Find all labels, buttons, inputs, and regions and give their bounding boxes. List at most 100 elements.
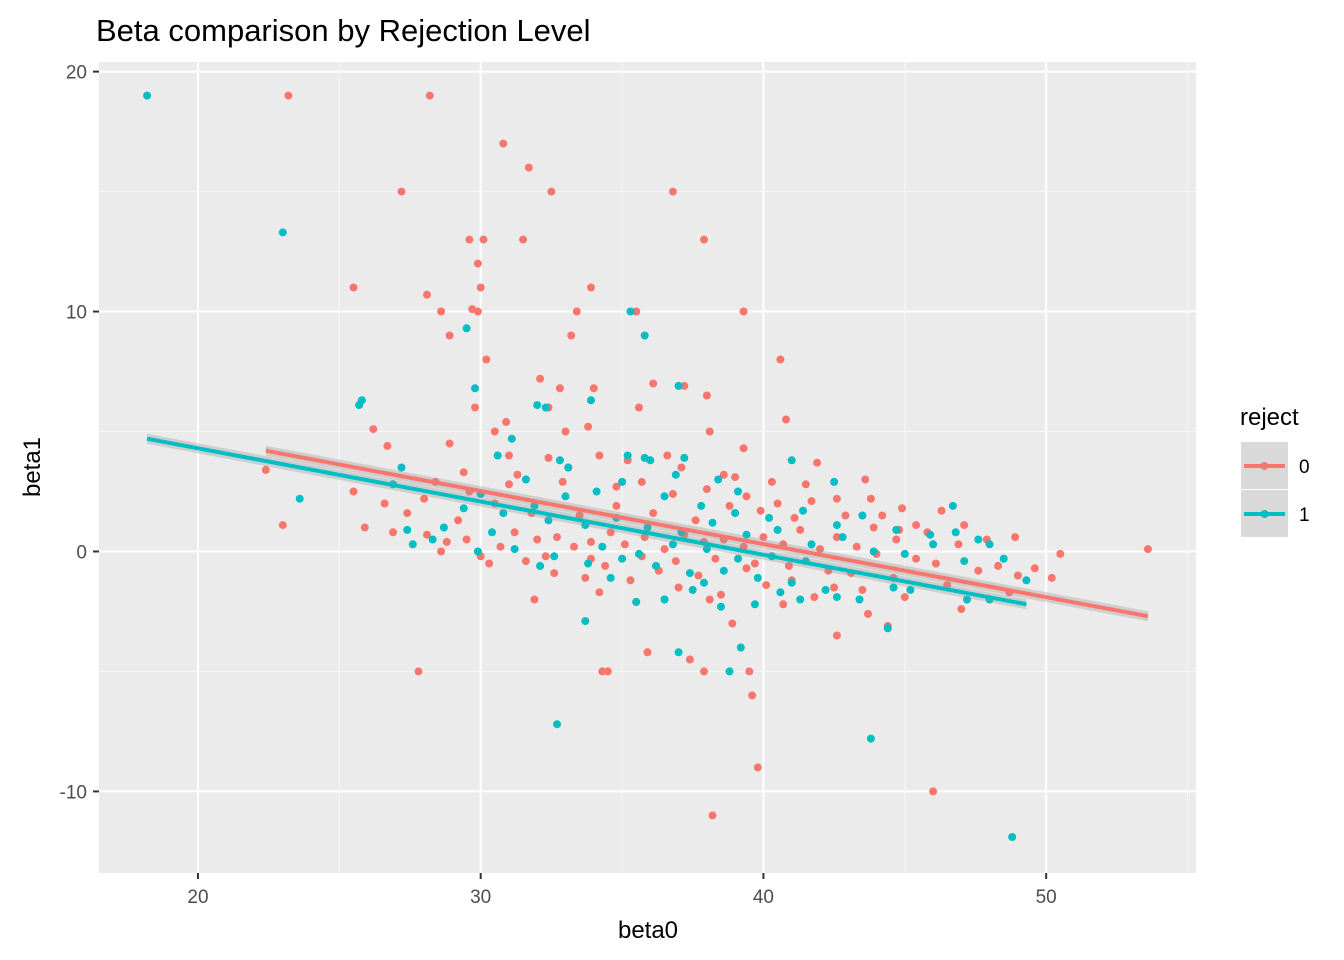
data-point-reject-0	[553, 533, 561, 542]
data-point-reject-0	[479, 235, 488, 244]
data-point-reject-1	[473, 547, 482, 556]
data-point-reject-0	[912, 554, 921, 563]
data-point-reject-0	[601, 561, 610, 570]
data-point-reject-0	[521, 557, 530, 566]
data-point-reject-0	[719, 470, 728, 479]
data-point-reject-0	[490, 427, 499, 436]
data-point-reject-1	[734, 487, 742, 496]
data-point-reject-1	[397, 463, 406, 472]
data-point-reject-1	[734, 554, 742, 563]
data-point-reject-0	[635, 403, 643, 412]
legend-point-1	[1260, 510, 1269, 518]
data-point-reject-1	[606, 573, 615, 582]
data-point-reject-0	[632, 307, 641, 316]
data-point-reject-0	[694, 571, 703, 580]
data-point-reject-1	[866, 734, 875, 743]
data-point-reject-0	[742, 564, 751, 573]
data-point-reject-1	[521, 475, 530, 484]
data-point-reject-0	[567, 331, 576, 340]
y-tick-label: 0	[76, 542, 87, 563]
data-point-reject-0	[668, 187, 677, 196]
trend-line-1	[146, 436, 1027, 607]
data-point-reject-0	[536, 374, 545, 383]
data-point-reject-1	[646, 456, 655, 465]
data-point-reject-0	[739, 444, 748, 453]
data-point-reject-1	[592, 487, 601, 496]
data-point-reject-0	[561, 427, 570, 436]
data-point-reject-0	[705, 427, 714, 436]
data-point-reject-1	[680, 453, 689, 462]
data-point-reject-0	[742, 492, 751, 501]
data-point-reject-0	[711, 554, 720, 563]
data-point-reject-0	[784, 561, 793, 570]
data-point-reject-1	[541, 403, 550, 412]
data-point-reject-0	[739, 307, 748, 316]
legend-label-1: 1	[1299, 505, 1310, 526]
minor-gridlines	[99, 62, 1196, 873]
legend: reject 0 1	[1240, 404, 1310, 537]
data-point-reject-0	[852, 542, 861, 551]
data-point-reject-1	[700, 578, 708, 587]
data-point-reject-1	[787, 456, 796, 465]
data-point-reject-1	[796, 595, 805, 604]
data-point-reject-0	[649, 379, 658, 388]
data-point-reject-0	[960, 521, 969, 530]
plot-panel	[99, 62, 1196, 873]
data-point-reject-0	[1143, 545, 1152, 554]
data-point-reject-0	[425, 91, 434, 100]
data-point-reject-0	[620, 540, 629, 549]
data-point-reject-1	[584, 559, 593, 568]
data-point-reject-0	[437, 547, 446, 556]
data-point-reject-1	[697, 501, 706, 510]
data-point-reject-1	[855, 595, 864, 604]
data-point-reject-0	[473, 307, 482, 316]
data-point-reject-0	[544, 453, 553, 462]
trend-line-0	[265, 448, 1149, 619]
data-point-reject-0	[541, 552, 550, 561]
data-point-reject-1	[926, 530, 935, 539]
data-point-reject-0	[832, 494, 841, 503]
data-point-reject-1	[499, 509, 508, 518]
data-point-reject-1	[906, 585, 915, 594]
legend-label-0: 0	[1299, 457, 1310, 478]
data-point-reject-0	[572, 307, 581, 316]
data-point-reject-1	[1008, 833, 1017, 841]
data-point-reject-0	[482, 355, 491, 364]
data-point-reject-0	[510, 528, 519, 537]
data-point-reject-0	[640, 533, 649, 542]
data-point-reject-0	[717, 590, 725, 599]
data-point-reject-1	[674, 381, 683, 390]
x-tick-label: 20	[187, 887, 208, 908]
axis-ticks: 20 30 40 50 -10 0 10 20	[60, 63, 1057, 908]
data-point-reject-0	[462, 535, 471, 544]
legend-title: reject	[1240, 404, 1299, 431]
data-point-reject-0	[533, 535, 542, 544]
data-point-reject-0	[790, 513, 799, 522]
data-point-reject-0	[745, 667, 754, 676]
data-point-reject-1	[974, 535, 983, 544]
data-point-reject-0	[700, 667, 708, 676]
data-point-reject-0	[782, 415, 790, 424]
data-point-reject-1	[883, 624, 892, 633]
data-point-reject-0	[598, 667, 607, 676]
data-point-reject-0	[606, 528, 615, 537]
chart-title: Beta comparison by Rejection Level	[96, 13, 591, 48]
data-point-reject-0	[637, 477, 646, 486]
data-point-reject-1	[753, 573, 762, 582]
data-point-reject-0	[595, 451, 604, 460]
data-point-reject-0	[691, 516, 700, 525]
data-point-reject-0	[796, 525, 805, 534]
data-point-reject-1	[544, 516, 553, 525]
data-point-reject-1	[948, 501, 957, 510]
data-point-reject-0	[442, 537, 451, 546]
data-point-reject-0	[445, 439, 454, 448]
data-point-reject-1	[660, 492, 669, 501]
data-point-reject-0	[349, 283, 358, 292]
data-point-reject-0	[832, 533, 841, 542]
data-point-reject-0	[912, 521, 921, 530]
data-point-reject-1	[295, 494, 304, 503]
data-point-reject-0	[570, 542, 578, 551]
data-point-reject-0	[832, 631, 841, 640]
data-point-reject-0	[1011, 533, 1020, 542]
data-point-reject-0	[380, 499, 389, 508]
